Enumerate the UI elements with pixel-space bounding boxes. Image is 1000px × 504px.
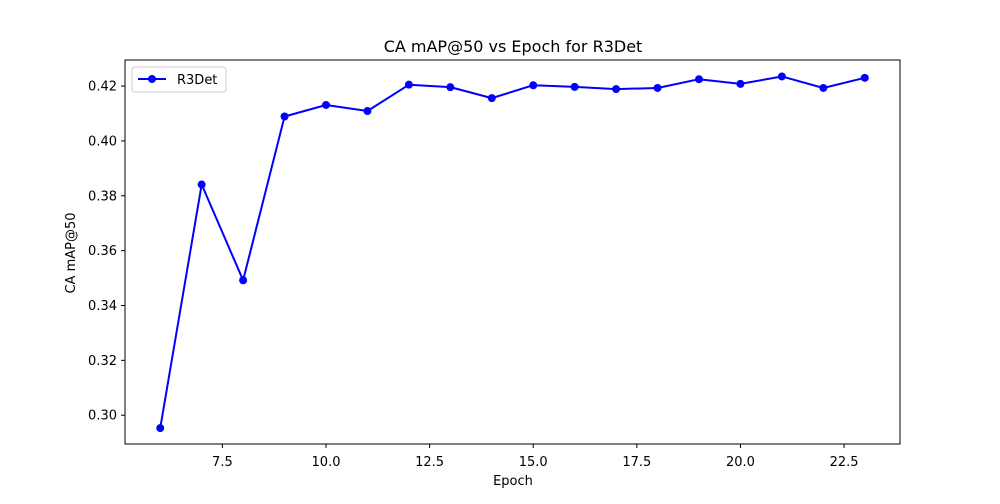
x-tick-label: 12.5 [415, 455, 444, 470]
legend-label: R3Det [177, 73, 217, 88]
data-point [322, 100, 331, 109]
x-tick-label: 15.0 [519, 455, 548, 470]
x-tick-label: 22.5 [830, 455, 859, 470]
data-point [694, 75, 703, 84]
series-line-r3det [159, 75, 866, 429]
data-point [239, 276, 248, 285]
y-axis-ticks: 0.30 0.32 0.34 0.36 0.38 0.40 0.42 [88, 80, 125, 424]
data-point [819, 83, 828, 92]
legend: R3Det [131, 66, 227, 93]
data-point [612, 85, 621, 94]
data-point [860, 73, 869, 82]
y-tick-label: 0.40 [88, 134, 117, 149]
data-point [280, 112, 289, 121]
legend-marker-swatch [148, 75, 156, 83]
data-point [529, 81, 538, 90]
data-point [404, 80, 413, 89]
data-point [570, 82, 579, 91]
x-axis-ticks: 7.5 10.0 12.5 15.0 17.5 20.0 22.5 [212, 444, 859, 470]
data-point [156, 424, 165, 433]
y-tick-label: 0.36 [88, 244, 117, 259]
chart-title: CA mAP@50 vs Epoch for R3Det [384, 37, 643, 56]
data-point [777, 72, 786, 81]
data-point [446, 83, 455, 92]
y-tick-label: 0.32 [88, 354, 117, 369]
x-axis-label: Epoch [493, 474, 533, 489]
x-tick-label: 20.0 [726, 455, 755, 470]
plot-area-frame [124, 59, 901, 445]
data-point [197, 180, 206, 189]
data-point [363, 107, 372, 116]
x-tick-label: 7.5 [212, 455, 233, 470]
y-tick-label: 0.34 [88, 299, 117, 314]
legend-box [131, 66, 227, 93]
plot-content [156, 72, 869, 433]
data-point [487, 94, 496, 103]
y-axis-label: CA mAP@50 [64, 212, 79, 293]
x-tick-label: 17.5 [622, 455, 651, 470]
y-tick-label: 0.42 [88, 80, 117, 95]
data-point [736, 79, 745, 88]
x-tick-label: 10.0 [312, 455, 341, 470]
y-tick-label: 0.30 [88, 409, 117, 424]
data-point [653, 83, 662, 92]
y-tick-label: 0.38 [88, 189, 117, 204]
